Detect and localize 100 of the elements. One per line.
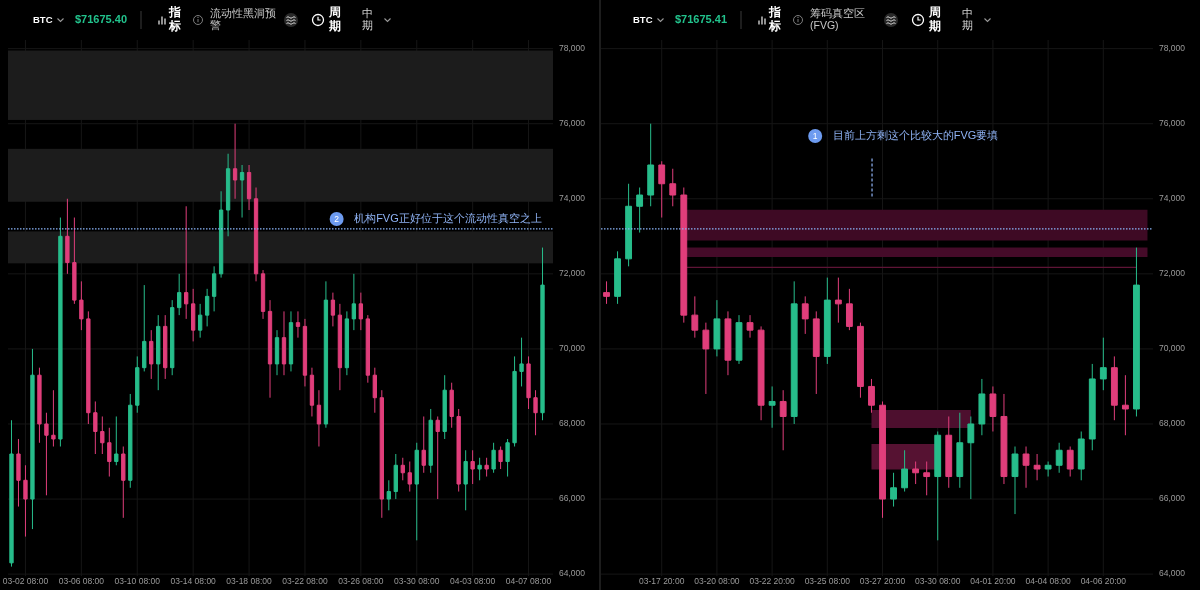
candlestick [93,400,98,455]
candlestick [386,479,391,511]
candlestick [414,442,419,541]
candlestick [65,198,70,275]
candlestick [163,314,168,380]
y-tick-label: 70,000 [559,343,586,354]
candlestick [636,187,644,234]
text: 周期 [928,4,941,34]
chart-subtitle: $71675.40 [75,12,127,25]
candlestick [834,277,842,324]
text: 指标 [168,4,181,34]
candlestick [379,389,384,519]
candlestick [142,284,147,372]
x-tick-label: 03-14 08:00 [170,576,217,587]
candlestick [790,280,798,425]
candlestick [989,385,997,432]
candlestick [204,288,210,327]
candlestick [225,153,231,237]
candlestick [1110,355,1118,421]
x-tick-label: 04-06 20:00 [1080,576,1127,587]
y-tick-label: 76,000 [559,117,586,128]
candlestick [37,367,42,444]
chart-title: BTC [33,13,53,25]
text: 周期 [328,4,341,34]
text: 中期 [962,6,973,32]
x-tick-label: 03-20 08:00 [694,576,740,587]
candlestick [211,265,217,312]
candlestick [757,325,765,421]
candlestick [344,310,350,376]
x-tick-label: 03-22 20:00 [749,576,796,587]
x-tick-label: 03-22 08:00 [282,576,328,587]
candlestick [879,400,886,519]
y-tick-label: 72,000 [559,268,586,279]
x-tick-label: 03-30 08:00 [394,576,440,587]
candlestick [302,318,308,387]
candlestick [491,442,496,474]
candlestick [288,310,294,372]
candlestick [702,322,710,395]
candlestick [72,217,77,305]
candlestick [625,183,633,267]
candlestick [407,461,412,493]
annotation: 2 [334,213,340,224]
y-tick-label: 76,000 [1159,117,1186,128]
y-tick-label: 74,000 [559,193,586,204]
candlestick [724,310,732,376]
candlestick [79,280,84,331]
x-tick-label: 03-26 08:00 [338,576,384,587]
number-badge: 2 [329,212,344,226]
candlestick [1055,442,1063,474]
candlestick [197,303,203,339]
candlestick [735,314,743,365]
candlestick [30,348,35,530]
y-tick-label: 72,000 [1159,268,1186,279]
candlestick [519,337,524,387]
y-tick-label: 78,000 [1159,42,1186,53]
y-tick-label: 66,000 [1159,493,1186,504]
candlestick [768,385,776,429]
x-tick-label: 03-30 08:00 [915,576,961,587]
candlestick [956,412,964,489]
candlestick [281,310,287,376]
candlestick [267,299,273,399]
candlestick [868,378,875,414]
candlestick [484,457,489,478]
candlestick [358,292,364,331]
x-tick-label: 04-01 20:00 [970,576,1016,587]
candlestick [746,314,754,339]
candlestick [44,412,49,496]
candlestick [128,393,133,489]
annotation: 1 [812,130,818,141]
candlestick [477,457,482,481]
candlestick [218,190,224,279]
y-tick-label: 68,000 [559,418,586,429]
candlestick [1000,393,1008,485]
candlestick [526,355,531,410]
candlestick [393,453,398,500]
candlestick [295,310,301,339]
candlestick [421,415,426,474]
candlestick [274,329,280,376]
candlestick [540,247,545,421]
candlestick [9,419,14,568]
candlestick [260,269,266,320]
candlestick [1088,363,1096,451]
y-tick-label: 70,000 [1159,343,1186,354]
candlestick [669,168,677,207]
candlestick [449,382,454,429]
candlestick [239,164,245,219]
candlestick [978,378,986,436]
candlestick [812,310,820,395]
y-tick-label: 68,000 [1159,418,1186,429]
candlestick [801,295,809,335]
candlestick [823,277,831,365]
x-tick-label: 03-27 20:00 [859,576,906,587]
candlestick [156,314,161,391]
chart-title: BTC [633,13,653,25]
x-tick-label: 03-02 08:00 [2,576,49,587]
candlestick [86,310,91,425]
x-tick-label: 03-17 20:00 [639,576,685,587]
candlestick [680,187,688,324]
candlestick [505,438,510,478]
candlestick [857,322,864,399]
